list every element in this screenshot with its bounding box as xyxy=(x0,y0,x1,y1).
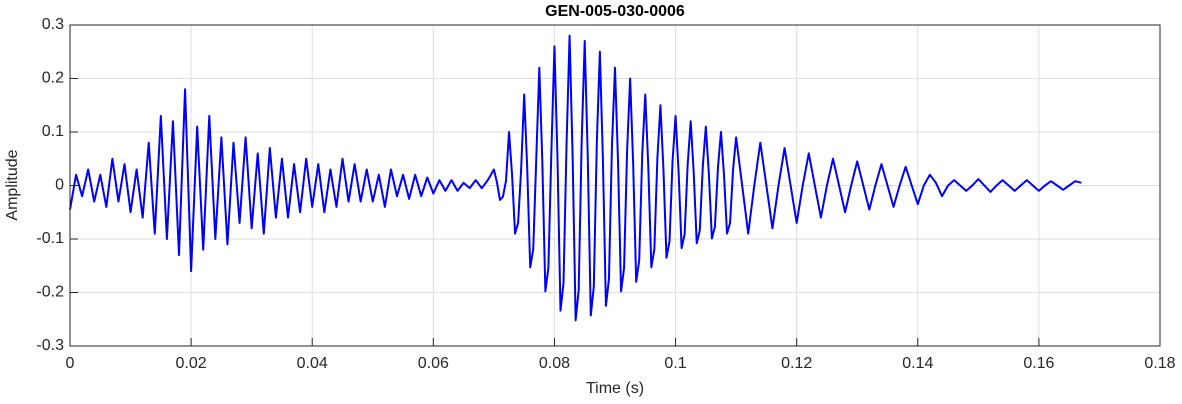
x-tick-label: 0 xyxy=(66,355,75,372)
x-tick-label: 0.04 xyxy=(297,355,328,372)
y-axis-label: Amplitude xyxy=(4,149,21,220)
signal-line xyxy=(69,34,1082,322)
y-tick-label: 0.3 xyxy=(42,16,64,33)
x-axis-label: Time (s) xyxy=(586,380,644,397)
x-tick-label: 0.08 xyxy=(539,355,570,372)
x-tick-label: 0.06 xyxy=(418,355,449,372)
chart-title: GEN-005-030-0006 xyxy=(545,3,685,20)
x-tick-label: 0.12 xyxy=(781,355,812,372)
x-tick-label: 0.18 xyxy=(1144,355,1175,372)
y-tick-label: -0.1 xyxy=(36,230,64,247)
x-tick-label: 0.02 xyxy=(176,355,207,372)
y-tick-label: 0.1 xyxy=(42,123,64,140)
y-tick-label: -0.2 xyxy=(36,284,64,301)
y-tick-label: 0 xyxy=(55,177,64,194)
x-tick-label: 0.1 xyxy=(664,355,686,372)
y-tick-label: 0.2 xyxy=(42,70,64,87)
x-tick-label: 0.16 xyxy=(1023,355,1054,372)
lines xyxy=(69,34,1082,322)
x-tick-label: 0.14 xyxy=(902,355,933,372)
y-tick-label: -0.3 xyxy=(36,337,64,354)
